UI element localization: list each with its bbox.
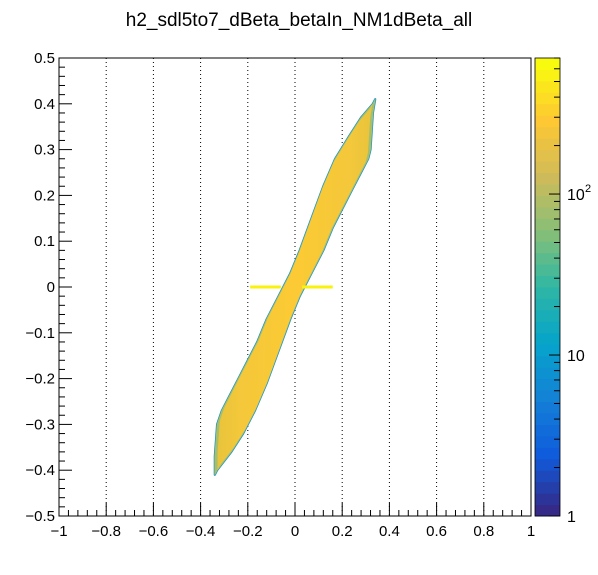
palette-step: [535, 241, 560, 254]
color-palette: [535, 58, 560, 517]
palette-step: [535, 172, 560, 185]
palette-step: [535, 458, 560, 471]
palette-step: [535, 367, 560, 380]
palette-step: [535, 424, 560, 437]
palette-step: [535, 332, 560, 345]
palette-step: [535, 298, 560, 311]
y-tick-label: 0.1: [34, 233, 55, 250]
palette-step: [535, 401, 560, 414]
x-tick-label: 1: [527, 523, 535, 540]
palette-step: [535, 80, 560, 93]
palette-step: [535, 435, 560, 448]
z-tick-label: 10: [567, 187, 585, 204]
x-tick-label: −0.4: [186, 523, 216, 540]
y-tick-label: 0.5: [34, 50, 55, 67]
region-body: [217, 103, 373, 471]
palette-step: [535, 355, 560, 368]
palette-step: [535, 493, 560, 506]
palette-step: [535, 447, 560, 460]
palette-step: [535, 378, 560, 391]
palette-step: [535, 287, 560, 299]
x-axis-ticks: −1 −0.8 −0.6 −0.4 −0.2 0 0.2 0.4 0.6 0.8 1: [50, 503, 535, 540]
x-tick-label: 0.6: [426, 523, 447, 540]
palette-step: [535, 412, 560, 425]
y-tick-label: −0.4: [25, 462, 55, 479]
palette-step: [535, 103, 560, 116]
x-tick-label: 0.8: [473, 523, 494, 540]
y-tick-label: 0.3: [34, 142, 55, 159]
palette-step: [535, 218, 560, 231]
x-tick-label: 0.4: [379, 523, 400, 540]
palette-step: [535, 481, 560, 494]
palette-step: [535, 504, 560, 517]
palette-step: [535, 344, 560, 357]
palette-step: [535, 69, 560, 82]
palette-step: [535, 138, 560, 151]
palette-step: [535, 149, 560, 162]
z-tick-exponent: 2: [585, 183, 591, 195]
palette-step: [535, 390, 560, 402]
z-tick-label: 1: [567, 509, 576, 526]
palette-step: [535, 321, 560, 334]
palette-step: [535, 275, 560, 288]
palette-step: [535, 309, 560, 322]
x-tick-label: −0.6: [139, 523, 169, 540]
data-region: [213, 98, 377, 476]
palette-step: [535, 470, 560, 483]
palette-step: [535, 229, 560, 242]
palette-step: [535, 58, 560, 70]
x-tick-label: 0: [291, 523, 299, 540]
y-tick-label: −0.5: [25, 508, 55, 525]
palette-step: [535, 183, 560, 196]
x-tick-label: −0.8: [91, 523, 121, 540]
palette-step: [535, 161, 560, 173]
palette-frame: [534, 57, 561, 517]
x-tick-label: −0.2: [233, 523, 263, 540]
x-tick-label: 0.2: [332, 523, 353, 540]
y-tick-label: −0.3: [25, 416, 55, 433]
y-tick-label: −0.1: [25, 325, 55, 342]
y-axis-ticks: −0.5 −0.4 −0.3 −0.2 −0.1 0 0.1 0.2 0.3 0.4 0.5: [25, 50, 72, 525]
z-tick-label: 10: [567, 348, 585, 365]
palette-step: [535, 115, 560, 128]
y-tick-label: 0.2: [34, 187, 55, 204]
chart-title: h2_sdl5to7_dBeta_betaIn_NM1dBeta_all: [126, 10, 473, 31]
y-tick-label: 0.4: [34, 96, 55, 113]
palette-step: [535, 252, 560, 265]
x-tick-label: −1: [50, 523, 67, 540]
palette-step: [535, 206, 560, 219]
palette-step: [535, 195, 560, 208]
y-tick-label: 0: [47, 279, 55, 296]
palette-step: [535, 92, 560, 105]
palette-step: [535, 264, 560, 277]
palette-step: [535, 126, 560, 139]
y-tick-label: −0.2: [25, 371, 55, 388]
